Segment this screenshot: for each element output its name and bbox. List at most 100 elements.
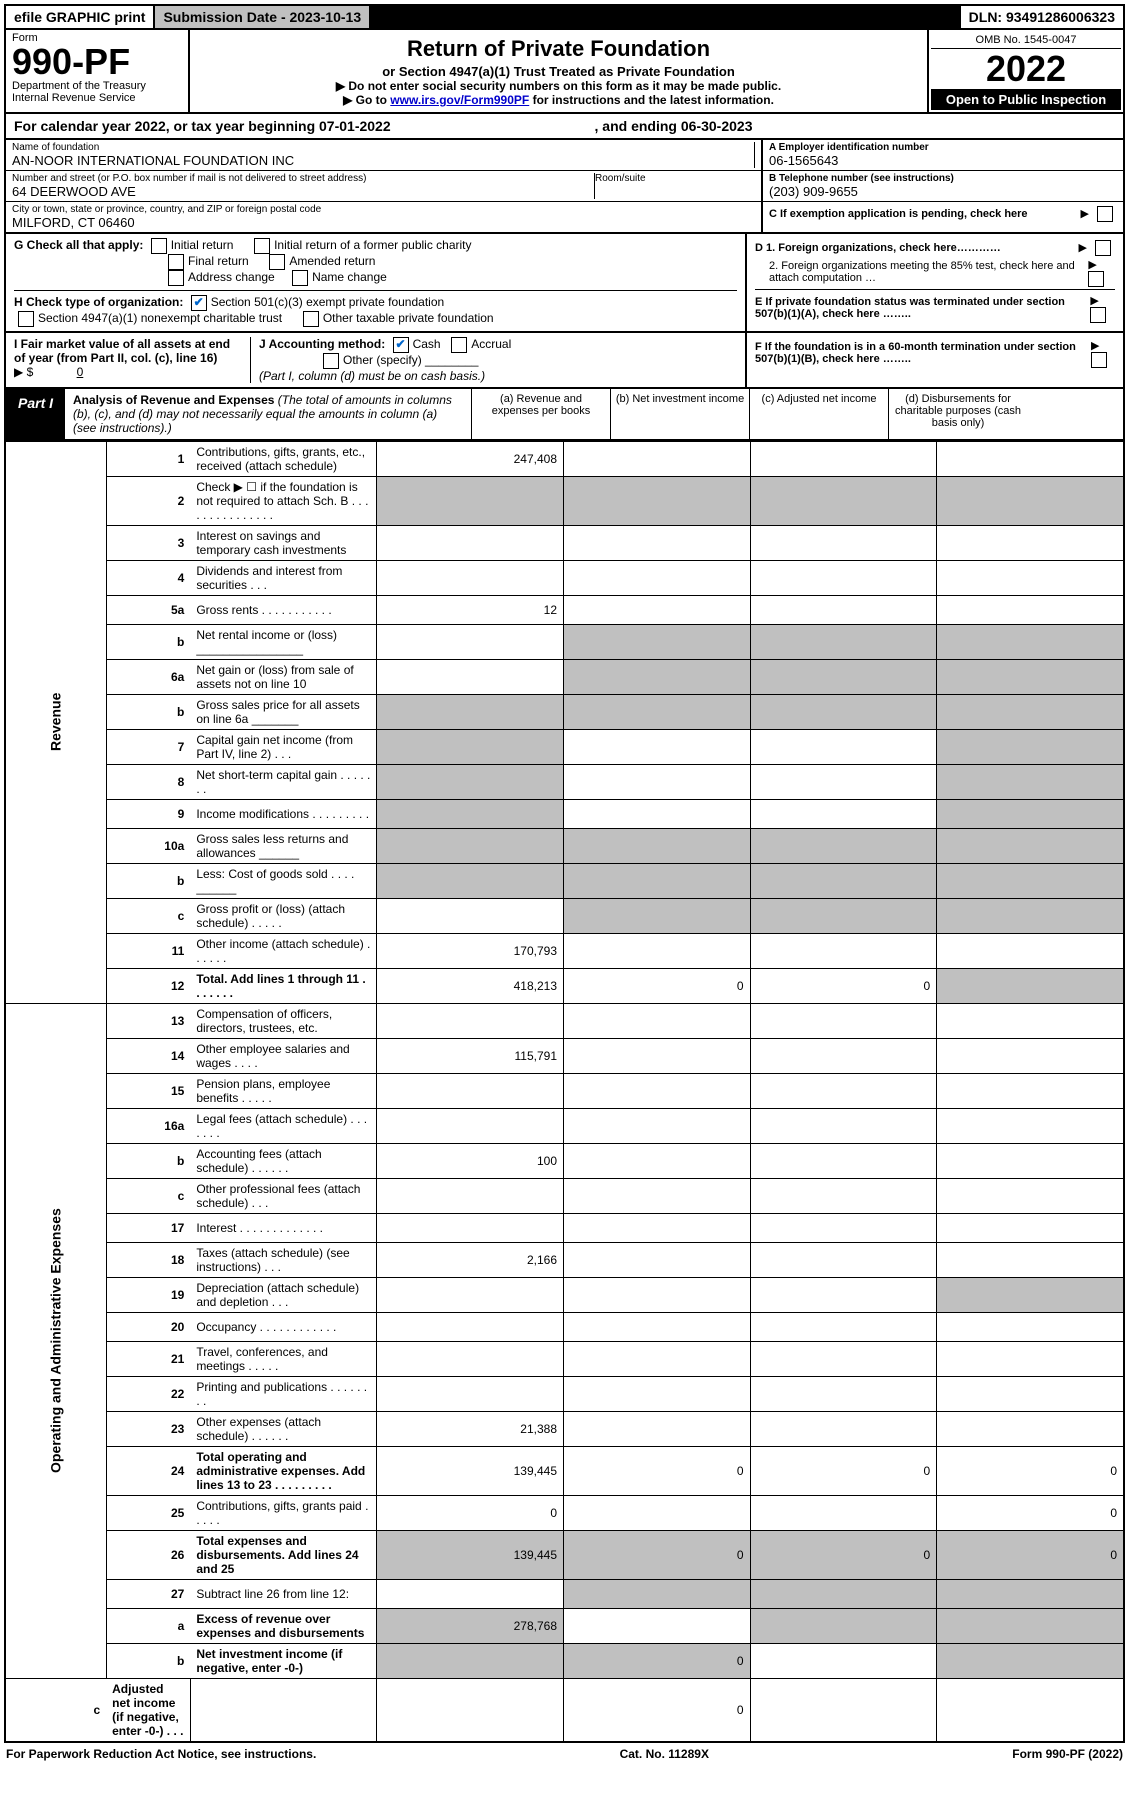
cell: [564, 828, 751, 863]
cell: [750, 1608, 937, 1643]
cb-amended[interactable]: [269, 254, 285, 270]
line-num: b: [106, 1643, 190, 1678]
line-desc: Net short-term capital gain . . . . . . …: [190, 764, 377, 799]
line-num: 8: [106, 764, 190, 799]
cell: 0: [937, 1495, 1124, 1530]
cell: [937, 1242, 1124, 1277]
line-desc: Other professional fees (attach schedule…: [190, 1178, 377, 1213]
line-num: 2: [106, 476, 190, 525]
cb-d1[interactable]: [1095, 240, 1111, 256]
cell: [564, 799, 751, 828]
arrow-icon: [1084, 259, 1100, 271]
line-num: 25: [106, 1495, 190, 1530]
cell: [377, 729, 564, 764]
cell: [937, 764, 1124, 799]
phone-label: B Telephone number (see instructions): [769, 173, 1117, 184]
irs-link[interactable]: www.irs.gov/Form990PF: [390, 93, 529, 107]
cell: [377, 694, 564, 729]
cb-4947[interactable]: [18, 311, 34, 327]
addr-label: Number and street (or P.O. box number if…: [12, 173, 594, 184]
cell: 2,166: [377, 1242, 564, 1277]
topbar: efile GRAPHIC print Submission Date - 20…: [4, 4, 1125, 30]
cell: 0: [750, 1530, 937, 1579]
line-num: b: [106, 1143, 190, 1178]
line-num: c: [106, 898, 190, 933]
cell: [564, 1178, 751, 1213]
col-b-header: (b) Net investment income: [610, 389, 749, 439]
cb-other-tax[interactable]: [303, 311, 319, 327]
submission-date: Submission Date - 2023-10-13: [155, 6, 371, 28]
cb-f[interactable]: [1091, 352, 1107, 368]
cell: 0: [564, 968, 751, 1003]
line-num: 3: [106, 525, 190, 560]
line-desc: Interest . . . . . . . . . . . . .: [190, 1213, 377, 1242]
cell: [937, 525, 1124, 560]
efile-label: efile GRAPHIC print: [6, 6, 155, 28]
cell: 12: [377, 595, 564, 624]
cb-e[interactable]: [1090, 307, 1106, 323]
cell: [750, 441, 937, 476]
cb-accrual[interactable]: [451, 337, 467, 353]
cell: [750, 694, 937, 729]
cb-d2[interactable]: [1088, 271, 1104, 287]
cell: [564, 729, 751, 764]
fmv-label: I Fair market value of all assets at end…: [14, 337, 230, 365]
cell: 0: [750, 968, 937, 1003]
cell: [750, 1143, 937, 1178]
cell: [750, 1277, 937, 1312]
cell: [750, 1376, 937, 1411]
cell: [937, 476, 1124, 525]
line-desc: Occupancy . . . . . . . . . . . .: [190, 1312, 377, 1341]
cb-final[interactable]: [168, 254, 184, 270]
instr-1: ▶ Do not enter social security numbers o…: [194, 79, 923, 93]
line-num: 10a: [106, 828, 190, 863]
cell: [750, 863, 937, 898]
g-row: G Check all that apply: Initial return I…: [14, 238, 737, 254]
checkbox-c[interactable]: [1097, 206, 1113, 222]
line-num: 23: [106, 1411, 190, 1446]
footer-right: Form 990-PF (2022): [1012, 1747, 1123, 1761]
line-desc: Net rental income or (loss) ____________…: [190, 624, 377, 659]
cell: [377, 863, 564, 898]
cell: [750, 1579, 937, 1608]
cell: [377, 1213, 564, 1242]
cb-initial-former[interactable]: [254, 238, 270, 254]
cb-name-change[interactable]: [292, 270, 308, 286]
cell: [377, 1003, 564, 1038]
cell: [564, 1312, 751, 1341]
title-box: Return of Private Foundation or Section …: [190, 30, 929, 112]
cell: [377, 1277, 564, 1312]
cell: [750, 1213, 937, 1242]
cell: [564, 659, 751, 694]
cell: [377, 1312, 564, 1341]
omb: OMB No. 1545-0047: [931, 32, 1121, 49]
cell: [564, 624, 751, 659]
line-desc: Excess of revenue over expenses and disb…: [190, 1608, 377, 1643]
line-desc: Pension plans, employee benefits . . . .…: [190, 1073, 377, 1108]
line-num: 5a: [106, 595, 190, 624]
ein-label: A Employer identification number: [769, 142, 1117, 153]
line-num: 13: [106, 1003, 190, 1038]
footer: For Paperwork Reduction Act Notice, see …: [4, 1743, 1125, 1765]
part1-label: Part I: [6, 389, 65, 439]
cb-addr-change[interactable]: [168, 270, 184, 286]
exemption-pending-label: C If exemption application is pending, c…: [769, 208, 1028, 220]
cell: 100: [377, 1143, 564, 1178]
line-desc: Accounting fees (attach schedule) . . . …: [190, 1143, 377, 1178]
cell: [377, 1341, 564, 1376]
cell: [750, 1242, 937, 1277]
cell: [937, 1178, 1124, 1213]
cb-501c3[interactable]: [191, 295, 207, 311]
cb-initial[interactable]: [151, 238, 167, 254]
cell: [377, 1643, 564, 1678]
revenue-side-label: Revenue: [5, 441, 106, 1003]
begin-date: 07-01-2022: [319, 118, 391, 134]
cb-cash[interactable]: [393, 337, 409, 353]
line-desc: Contributions, gifts, grants paid . . . …: [190, 1495, 377, 1530]
line-num: 16a: [106, 1108, 190, 1143]
cell: [750, 476, 937, 525]
cb-other[interactable]: [323, 353, 339, 369]
cell: [937, 560, 1124, 595]
line-desc: Gross sales price for all assets on line…: [190, 694, 377, 729]
cell: [750, 1108, 937, 1143]
